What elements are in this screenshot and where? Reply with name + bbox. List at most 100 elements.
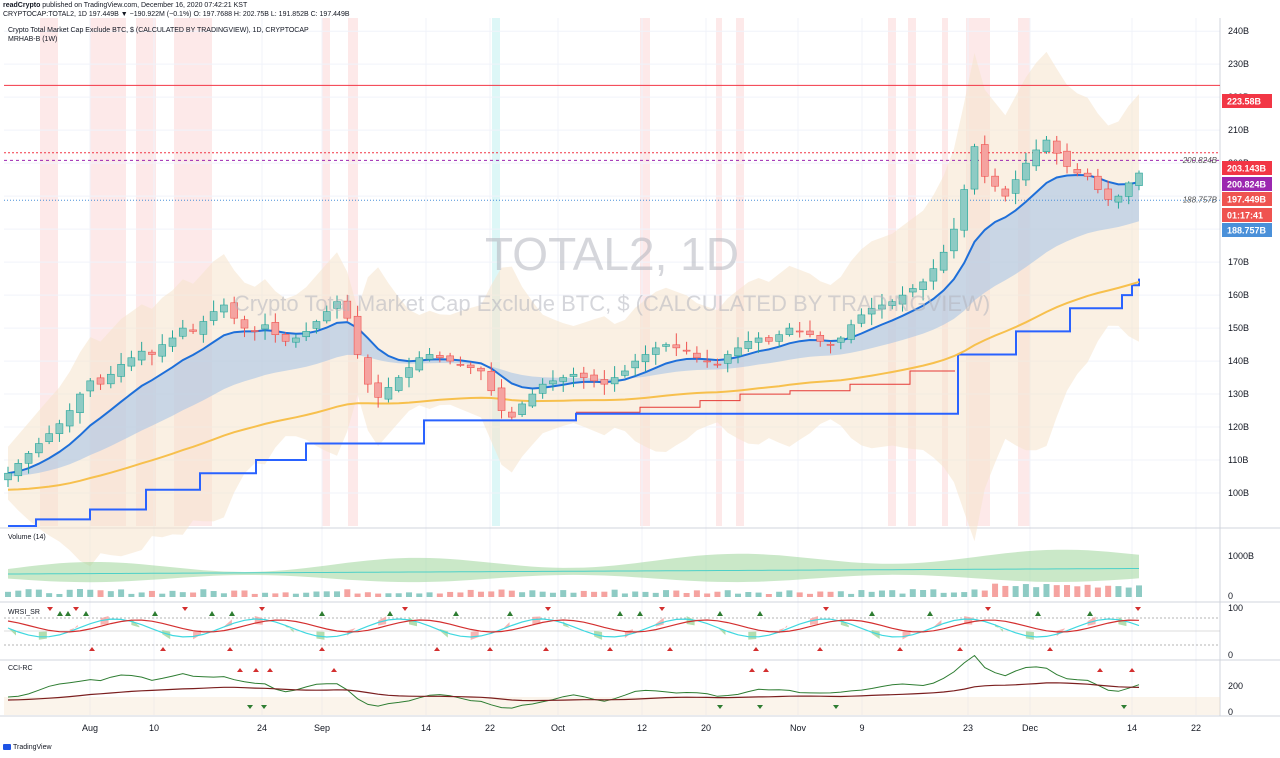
wrsi-ribbon-segment — [717, 627, 726, 636]
cci-marker — [267, 668, 273, 672]
price-tag-box — [1222, 192, 1272, 206]
y-tick-label: 160B — [1228, 290, 1249, 300]
candle-body — [1083, 172, 1092, 177]
volume-bar — [899, 593, 906, 597]
volume-bar — [601, 591, 608, 597]
candle-body — [857, 314, 866, 324]
candle-body — [672, 344, 681, 349]
candle-body — [806, 330, 814, 335]
y-tick-label: 140B — [1228, 356, 1249, 366]
wrsi-marker — [65, 611, 71, 616]
candle-body — [898, 294, 907, 305]
candle-body — [220, 304, 228, 313]
candle-body — [405, 367, 413, 378]
volume-bar — [282, 592, 289, 597]
wrsi-marker-low — [667, 647, 673, 651]
candle-body — [600, 379, 609, 385]
volume-bar — [385, 593, 392, 597]
candle-body — [837, 337, 845, 343]
volume-bar — [806, 593, 813, 597]
wrsi-tick: 0 — [1228, 650, 1233, 660]
candle-body — [528, 393, 537, 407]
cci-green-line — [7, 654, 1140, 709]
candle-body — [446, 355, 454, 362]
volume-bar — [313, 591, 320, 597]
wrsi-marker — [717, 611, 723, 616]
volume-bar — [5, 591, 11, 597]
volume-bar — [529, 590, 536, 597]
candle-body — [425, 354, 434, 360]
price-tags: 223.58B 203.143B 200.824B 197.449B 01:17:41 1… — [1222, 94, 1272, 237]
volume-bar — [621, 593, 628, 597]
volume-bar — [549, 592, 556, 597]
volume-bar — [107, 591, 114, 597]
candle-body — [734, 347, 742, 357]
volume-bar — [693, 590, 700, 597]
candle-body — [878, 304, 886, 310]
wrsi-marker-low — [753, 647, 759, 651]
volume-bar — [97, 590, 104, 597]
volume-bar — [477, 591, 484, 597]
highlight-stripe — [492, 18, 500, 526]
volume-bar — [426, 592, 433, 597]
volume-bar — [1115, 586, 1122, 597]
highlight-stripe — [640, 18, 650, 526]
candle-body — [178, 327, 187, 337]
candle-body — [189, 329, 197, 332]
wrsi-pane: 100 0 — [4, 603, 1243, 660]
volume-bar — [663, 590, 670, 597]
x-tick-label: Nov — [790, 723, 807, 733]
x-tick-label: 14 — [421, 723, 431, 733]
volume-bar — [1022, 584, 1029, 597]
candle-body — [343, 300, 352, 319]
candle-body — [970, 146, 979, 190]
candle-body — [950, 228, 958, 252]
candle-body — [518, 403, 526, 415]
candle-body — [158, 344, 167, 357]
wrsi-ribbon-segment — [532, 616, 541, 625]
volume-bar — [519, 592, 526, 597]
wrsi-marker — [757, 611, 763, 616]
wrsi-marker — [507, 611, 513, 616]
symbol-line: CRYPTOCAP:TOTAL2, 1D 197.449B ▼ −190.922… — [3, 11, 350, 18]
volume-bar — [364, 592, 371, 597]
volume-bar — [457, 592, 464, 597]
price-tag-box — [1222, 223, 1272, 237]
volume-bar — [190, 592, 197, 597]
candle-body — [497, 387, 506, 411]
x-tick-label: 22 — [485, 723, 495, 733]
volume-bar — [570, 592, 577, 597]
candle-body — [240, 319, 249, 329]
volume-bar — [837, 591, 844, 597]
volume-bar — [786, 590, 793, 597]
volume-bar — [714, 591, 721, 597]
volume-bar — [1074, 586, 1081, 597]
volume-bar — [395, 593, 402, 597]
candle-body — [96, 377, 105, 385]
candle-body — [641, 354, 650, 363]
wrsi-marker — [229, 611, 235, 616]
cci-marker-low — [261, 705, 267, 709]
volume-bar — [1043, 584, 1050, 597]
price-band — [8, 51, 1139, 567]
volume-bar — [467, 589, 474, 597]
cci-marker — [253, 668, 259, 672]
wrsi-ribbon-segment — [316, 631, 325, 640]
cci-marker — [763, 668, 769, 672]
y-tick-label: 130B — [1228, 389, 1249, 399]
candle-body — [744, 340, 753, 349]
candle-body — [487, 370, 496, 392]
wrsi-marker — [927, 611, 933, 616]
wrsi-marker-low — [543, 647, 549, 651]
wrsi-marker — [73, 607, 79, 611]
candle-body — [631, 360, 639, 369]
time-axis[interactable]: Aug 10 24 Sep 14 22 Oct 12 20 Nov 9 23 Dec 14 22 — [82, 723, 1201, 733]
volume-bar — [745, 592, 752, 597]
candle-body — [939, 251, 948, 271]
candle-body — [230, 302, 238, 319]
volume-bar — [611, 589, 618, 597]
candle-body — [86, 380, 95, 392]
blue-step-line — [8, 278, 1140, 527]
wrsi-marker — [1087, 611, 1093, 616]
